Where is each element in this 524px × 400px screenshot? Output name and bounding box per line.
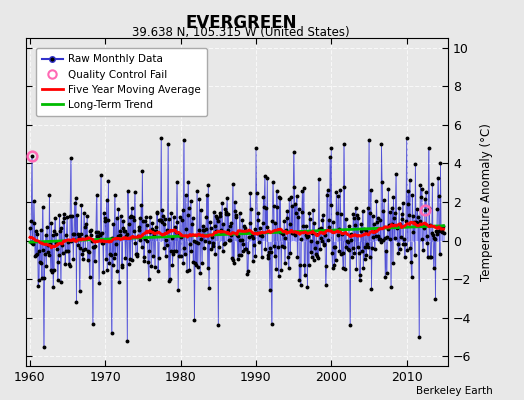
Legend: Raw Monthly Data, Quality Control Fail, Five Year Moving Average, Long-Term Tren: Raw Monthly Data, Quality Control Fail, … (36, 48, 207, 116)
Text: EVERGREEN: EVERGREEN (185, 14, 297, 32)
Y-axis label: Temperature Anomaly (°C): Temperature Anomaly (°C) (479, 123, 493, 281)
Text: 39.638 N, 105.315 W (United States): 39.638 N, 105.315 W (United States) (132, 26, 350, 39)
Text: Berkeley Earth: Berkeley Earth (416, 386, 493, 396)
